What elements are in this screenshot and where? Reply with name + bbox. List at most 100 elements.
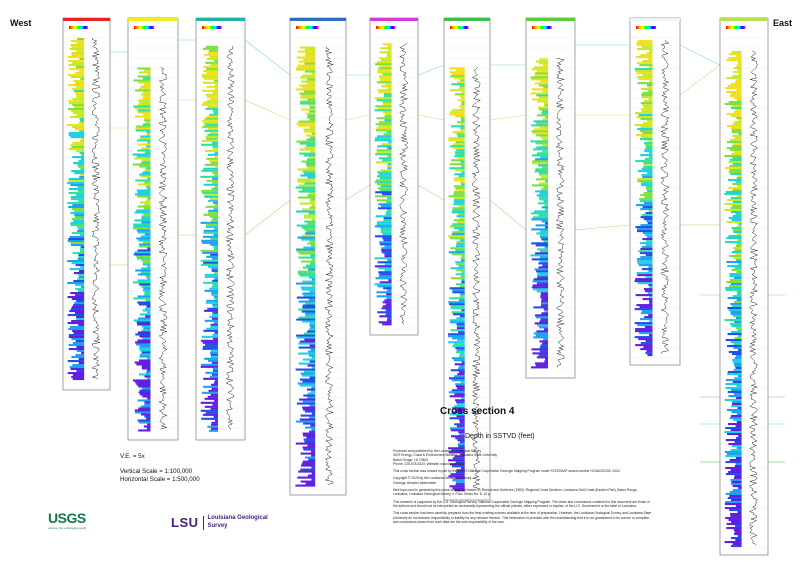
lithology-fill <box>461 361 465 364</box>
lithology-fill <box>138 143 151 146</box>
lithology-fill <box>71 146 85 149</box>
lithology-fill <box>732 70 742 74</box>
lithology-fill <box>386 165 392 168</box>
lithology-fill <box>737 238 742 242</box>
lithology-fill <box>138 429 151 432</box>
lithology-fill <box>728 84 742 88</box>
lithology-fill <box>726 76 742 80</box>
lithology-fill <box>450 321 465 324</box>
color-scale <box>636 26 656 29</box>
lithology-fill <box>206 71 219 74</box>
lithology-fill <box>379 51 392 54</box>
lithology-fill <box>209 429 219 432</box>
lithology-fill <box>457 339 465 342</box>
lithology-fill <box>733 150 742 154</box>
lithology-fill <box>299 76 316 79</box>
lithology-fill <box>537 106 549 109</box>
lithology-fill <box>726 146 742 150</box>
lithology-fill <box>532 284 549 287</box>
lithology-fill <box>637 228 653 231</box>
lithology-fill <box>460 275 465 278</box>
lithology-fill <box>72 142 85 145</box>
lithology-fill <box>538 96 549 99</box>
lithology-fill <box>304 70 316 73</box>
lithology-fill <box>306 264 316 267</box>
lithology-fill <box>636 72 653 75</box>
lithology-fill <box>449 427 465 430</box>
lithology-fill <box>453 143 465 146</box>
lithology-fill <box>144 291 151 294</box>
lithology-fill <box>729 168 742 172</box>
lithology-fill <box>308 328 316 331</box>
lithology-fill <box>733 142 742 146</box>
lithology-fill <box>81 138 85 141</box>
lithology-fill <box>730 312 742 316</box>
lithology-fill <box>637 170 653 173</box>
lithology-fill <box>307 364 316 367</box>
lithology-fill <box>309 344 316 347</box>
lithology-fill <box>71 320 85 323</box>
lithology-fill <box>72 378 85 381</box>
lithology-fill <box>73 80 85 83</box>
lithology-fill <box>74 302 85 305</box>
lithology-fill <box>449 71 465 74</box>
lithology-fill <box>724 154 742 158</box>
lithology-fill <box>726 522 742 526</box>
lithology-fill <box>211 293 219 296</box>
lithology-fill <box>79 130 85 133</box>
lithology-fill <box>730 520 742 524</box>
lithology-fill <box>648 156 653 159</box>
lithology-fill <box>387 259 392 262</box>
lithology-fill <box>732 294 742 298</box>
lithology-fill <box>67 372 85 375</box>
lithology-fill <box>452 231 465 234</box>
lithology-fill <box>732 542 742 546</box>
lithology-fill <box>387 163 392 166</box>
lithology-fill <box>210 383 219 386</box>
lithology-fill <box>639 332 653 335</box>
lithology-fill <box>76 346 85 349</box>
lithology-fill <box>72 364 85 367</box>
lithology-fill <box>77 290 85 293</box>
lithology-fill <box>385 303 392 306</box>
lithology-fill <box>636 304 653 307</box>
lithology-fill <box>309 404 316 407</box>
lithology-fill <box>298 352 316 355</box>
lithology-fill <box>732 134 742 138</box>
lithology-fill <box>736 436 742 440</box>
lithology-fill <box>75 284 85 287</box>
lithology-fill <box>387 87 392 90</box>
lithology-fill <box>78 256 85 259</box>
lithology-fill <box>70 244 85 247</box>
lithology-fill <box>731 128 742 132</box>
lithology-fill <box>729 274 742 278</box>
lithology-fill <box>732 402 742 406</box>
lithology-fill <box>387 289 392 292</box>
lithology-fill <box>735 504 742 508</box>
lithology-fill <box>379 121 392 124</box>
lithology-fill <box>384 299 392 302</box>
lithology-fill <box>737 292 742 296</box>
lithology-fill <box>377 71 392 74</box>
lithology-fill <box>450 247 465 250</box>
lithology-fill <box>301 310 316 313</box>
lithology-fill <box>212 303 219 306</box>
lithology-fill <box>304 182 316 185</box>
lithology-fill <box>388 279 392 282</box>
lithology-fill <box>139 349 151 352</box>
lithology-fill <box>74 128 85 131</box>
lithology-fill <box>76 300 85 303</box>
lithology-fill <box>299 340 316 343</box>
lithology-fill <box>303 130 316 133</box>
lithology-fill <box>71 88 85 91</box>
lithology-fill <box>730 126 742 130</box>
lithology-fill <box>727 264 742 268</box>
lithology-fill <box>74 216 85 219</box>
lithology-fill <box>200 259 219 262</box>
lithology-fill <box>141 259 151 262</box>
lithology-fill <box>541 206 549 209</box>
lithology-fill <box>732 488 742 492</box>
lithology-fill <box>137 323 151 326</box>
lithology-fill <box>75 264 85 267</box>
lithology-fill <box>534 170 549 173</box>
